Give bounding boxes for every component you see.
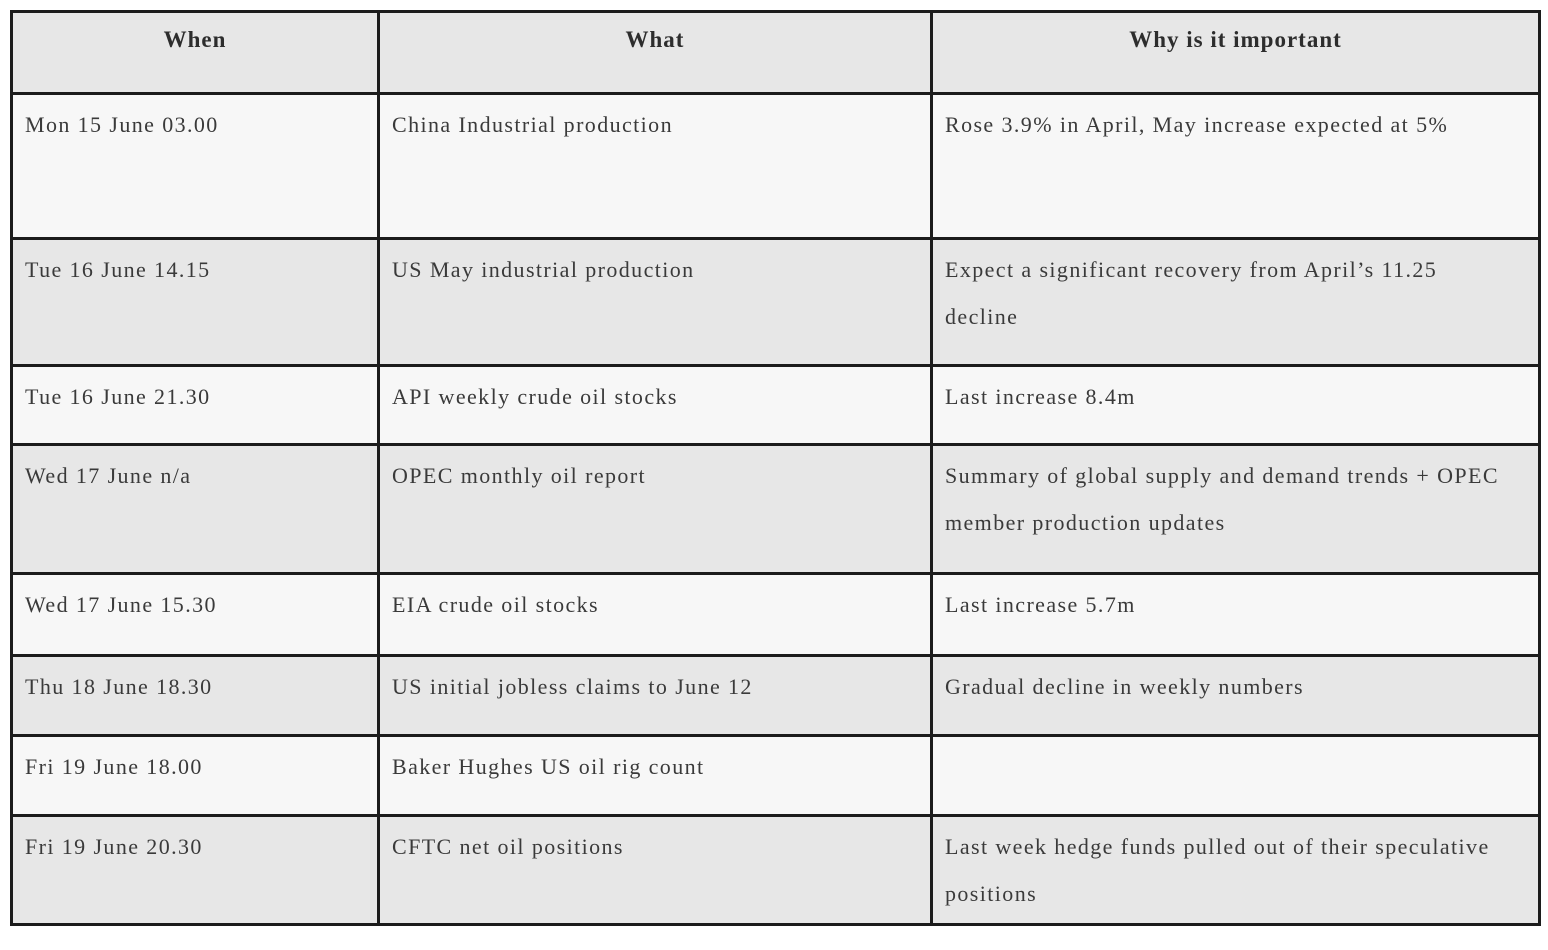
cell-what: US initial jobless claims to June 12 <box>377 654 933 737</box>
economic-calendar-table: When What Why is it important Mon 15 Jun… <box>10 10 1541 926</box>
table-row: Tue 16 June 14.15 US May industrial prod… <box>10 237 1541 367</box>
cell-what: API weekly crude oil stocks <box>377 364 933 446</box>
column-header-why: Why is it important <box>930 10 1541 95</box>
cell-when: Tue 16 June 21.30 <box>10 364 380 446</box>
cell-why: Rose 3.9% in April, May increase expecte… <box>930 92 1541 240</box>
cell-when: Fri 19 June 20.30 <box>10 814 380 926</box>
cell-what: Baker Hughes US oil rig count <box>377 734 933 817</box>
cell-what: OPEC monthly oil report <box>377 443 933 575</box>
cell-when: Fri 19 June 18.00 <box>10 734 380 817</box>
cell-why: Expect a significant recovery from April… <box>930 237 1541 367</box>
cell-why: Last week hedge funds pulled out of thei… <box>930 814 1541 926</box>
cell-why: Last increase 5.7m <box>930 572 1541 657</box>
cell-when: Thu 18 June 18.30 <box>10 654 380 737</box>
column-header-what: What <box>377 10 933 95</box>
table-row: Tue 16 June 21.30 API weekly crude oil s… <box>10 364 1541 446</box>
table-body: Mon 15 June 03.00 China Industrial produ… <box>10 92 1541 926</box>
column-header-when: When <box>10 10 380 95</box>
cell-what: CFTC net oil positions <box>377 814 933 926</box>
cell-when: Wed 17 June 15.30 <box>10 572 380 657</box>
cell-what: EIA crude oil stocks <box>377 572 933 657</box>
table-row: Wed 17 June 15.30 EIA crude oil stocks L… <box>10 572 1541 657</box>
cell-why: Summary of global supply and demand tren… <box>930 443 1541 575</box>
header-row: When What Why is it important <box>10 10 1541 95</box>
cell-when: Wed 17 June n/a <box>10 443 380 575</box>
cell-what: China Industrial production <box>377 92 933 240</box>
cell-why <box>930 734 1541 817</box>
table-row: Fri 19 June 20.30 CFTC net oil positions… <box>10 814 1541 926</box>
table-header: When What Why is it important <box>10 10 1541 95</box>
table-row: Thu 18 June 18.30 US initial jobless cla… <box>10 654 1541 737</box>
cell-why: Gradual decline in weekly numbers <box>930 654 1541 737</box>
cell-when: Tue 16 June 14.15 <box>10 237 380 367</box>
cell-why: Last increase 8.4m <box>930 364 1541 446</box>
table-row: Fri 19 June 18.00 Baker Hughes US oil ri… <box>10 734 1541 817</box>
table-row: Wed 17 June n/a OPEC monthly oil report … <box>10 443 1541 575</box>
cell-when: Mon 15 June 03.00 <box>10 92 380 240</box>
cell-what: US May industrial production <box>377 237 933 367</box>
table-row: Mon 15 June 03.00 China Industrial produ… <box>10 92 1541 240</box>
